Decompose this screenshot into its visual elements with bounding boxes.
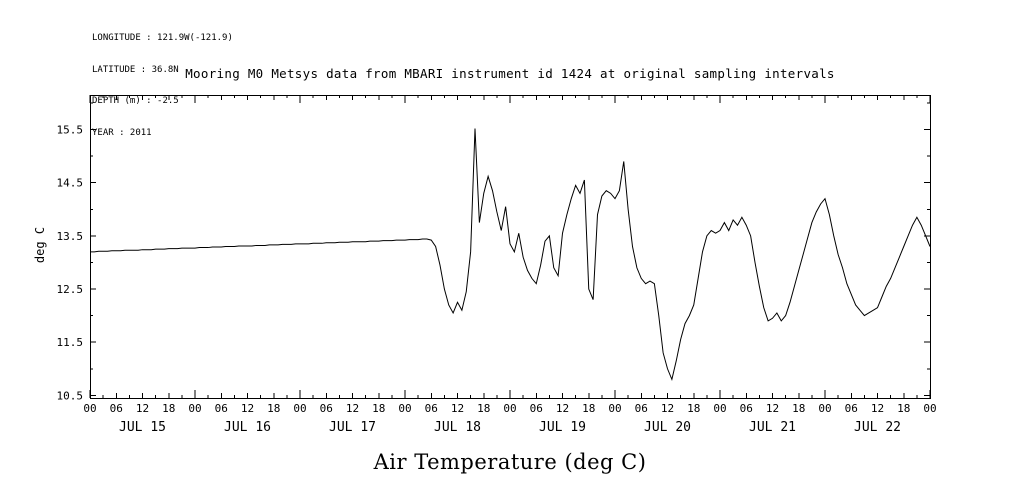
x-day-label: JUL 19 <box>539 420 586 435</box>
x-tick-label: 18 <box>372 402 385 415</box>
y-tick-label: 10.5 <box>57 389 84 402</box>
x-tick-label: 18 <box>162 402 175 415</box>
station-metadata-block: LONGITUDE : 121.9W(-121.9) LATITUDE : 36… <box>92 12 233 159</box>
x-tick-label: 00 <box>713 402 726 415</box>
longitude-label: LONGITUDE : 121.9W(-121.9) <box>92 33 233 43</box>
x-tick-label: 06 <box>425 402 438 415</box>
x-tick-label: 06 <box>530 402 543 415</box>
x-tick-label: 12 <box>346 402 359 415</box>
x-tick-label: 00 <box>818 402 831 415</box>
x-tick-label: 00 <box>608 402 621 415</box>
x-tick-label: 06 <box>845 402 858 415</box>
x-tick-label: 18 <box>477 402 490 415</box>
x-tick-label: 06 <box>215 402 228 415</box>
x-tick-label: 00 <box>503 402 516 415</box>
x-tick-label: 06 <box>635 402 648 415</box>
x-day-label: JUL 17 <box>329 420 376 435</box>
chart-title: Mooring M0 Metsys data from MBARI instru… <box>185 66 835 81</box>
x-tick-label: 00 <box>188 402 201 415</box>
y-tick-label: 15.5 <box>57 124 84 137</box>
x-tick-label: 18 <box>582 402 595 415</box>
x-axis-title: Air Temperature (deg C) <box>373 450 647 474</box>
x-tick-label: 12 <box>871 402 884 415</box>
x-day-label: JUL 21 <box>749 420 796 435</box>
x-tick-label: 18 <box>897 402 910 415</box>
y-tick-label: 13.5 <box>57 230 84 243</box>
x-tick-label: 06 <box>320 402 333 415</box>
x-day-label: JUL 18 <box>434 420 481 435</box>
x-tick-label: 06 <box>110 402 123 415</box>
x-tick-label: 00 <box>923 402 936 415</box>
x-tick-label: 12 <box>556 402 569 415</box>
year-label: YEAR : 2011 <box>92 127 152 138</box>
x-tick-label: 18 <box>687 402 700 415</box>
x-tick-label: 18 <box>267 402 280 415</box>
depth-label: DEPTH (m) : -2.5 <box>92 96 179 106</box>
x-tick-label: 12 <box>136 402 149 415</box>
x-tick-label: 00 <box>398 402 411 415</box>
x-tick-label: 00 <box>293 402 306 415</box>
x-tick-label: 12 <box>241 402 254 415</box>
x-day-label: JUL 22 <box>854 420 901 435</box>
x-tick-label: 12 <box>451 402 464 415</box>
x-tick-label: 12 <box>766 402 779 415</box>
y-tick-label: 14.5 <box>57 177 84 190</box>
latitude-label: LATITUDE : 36.8N <box>92 64 179 75</box>
x-day-label: JUL 16 <box>224 420 271 435</box>
x-tick-label: 06 <box>740 402 753 415</box>
x-day-label: JUL 20 <box>644 420 691 435</box>
x-tick-label: 12 <box>661 402 674 415</box>
y-tick-label: 11.5 <box>57 336 84 349</box>
air-temperature-series <box>90 128 931 382</box>
x-tick-label: 00 <box>83 402 96 415</box>
x-tick-label: 18 <box>792 402 805 415</box>
y-tick-label: 12.5 <box>57 283 84 296</box>
x-day-label: JUL 15 <box>119 420 166 435</box>
